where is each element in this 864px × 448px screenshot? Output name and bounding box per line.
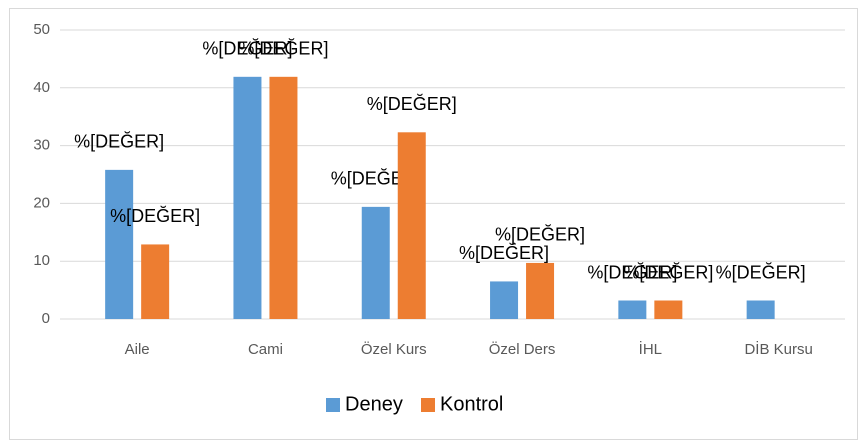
data-label: %[DEĞER] bbox=[623, 261, 713, 282]
x-tick-label: Aile bbox=[125, 341, 150, 358]
bar bbox=[233, 76, 262, 320]
bar bbox=[746, 300, 775, 319]
data-label: %[DEĞER] bbox=[495, 224, 585, 245]
data-label: %[DEĞER] bbox=[238, 38, 328, 59]
bar bbox=[269, 76, 298, 320]
bar bbox=[654, 300, 683, 319]
chart-frame bbox=[9, 8, 858, 440]
bar bbox=[618, 300, 647, 319]
y-tick-label: 20 bbox=[33, 194, 50, 211]
y-tick-label: 30 bbox=[33, 137, 50, 154]
data-label: %[DEĞER] bbox=[202, 38, 292, 59]
x-tick-label: Cami bbox=[248, 341, 283, 358]
y-tick-label: 40 bbox=[33, 79, 50, 96]
x-tick-label: Özel Kurs bbox=[361, 340, 427, 358]
bar bbox=[105, 169, 134, 319]
data-label: %[DEĞER] bbox=[110, 205, 200, 226]
bar bbox=[141, 244, 170, 319]
bar bbox=[361, 206, 390, 319]
y-tick-label: 0 bbox=[42, 310, 50, 327]
data-label: %[DEĞER] bbox=[716, 261, 806, 282]
data-label: %[DEĞER] bbox=[74, 131, 164, 152]
legend-swatch bbox=[326, 398, 340, 412]
y-tick-label: 10 bbox=[33, 252, 50, 269]
legend-swatch bbox=[421, 398, 435, 412]
bar bbox=[526, 262, 555, 319]
x-tick-label: Özel Ders bbox=[489, 340, 556, 358]
bar bbox=[490, 281, 519, 319]
y-tick-label: 50 bbox=[33, 21, 50, 38]
data-label: %[DEĞER] bbox=[459, 242, 549, 263]
legend-label: Deney bbox=[345, 393, 403, 415]
data-label: %[DEĞER] bbox=[587, 261, 677, 282]
x-tick-label: İHL bbox=[639, 340, 662, 358]
bar bbox=[397, 132, 426, 319]
legend-label: Kontrol bbox=[440, 393, 503, 415]
data-label: %[DEĞER] bbox=[367, 93, 457, 114]
x-tick-label: DİB Kursu bbox=[744, 340, 812, 358]
